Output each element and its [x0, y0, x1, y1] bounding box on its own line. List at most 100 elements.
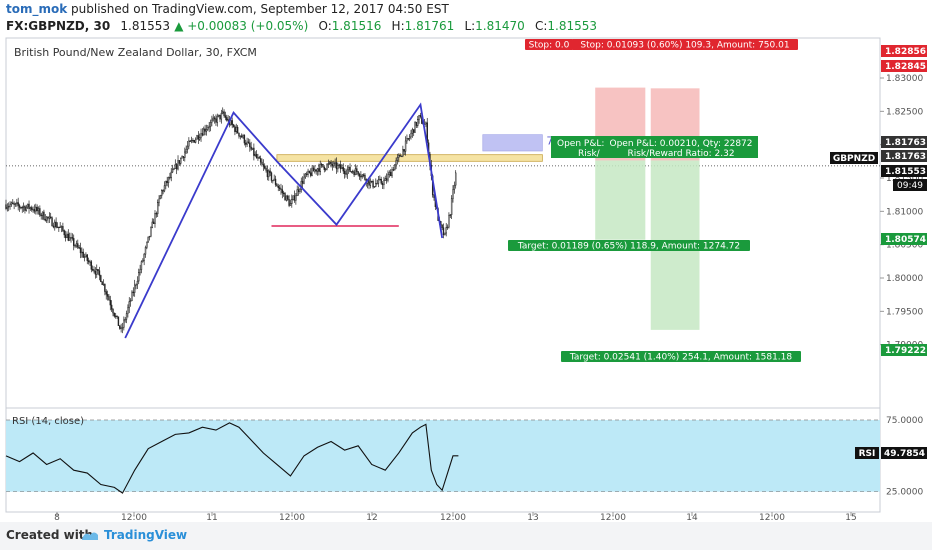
candle-body [22, 206, 25, 208]
candle-body [29, 207, 32, 209]
candle-body [70, 237, 72, 239]
price-label: 1.81763 [885, 138, 926, 148]
candle-body [5, 204, 7, 209]
candle-body [108, 296, 110, 301]
x-tick-label: 12:00 [759, 513, 785, 522]
candle-body [120, 327, 122, 329]
candle-body [213, 117, 216, 120]
candle-body [152, 221, 155, 224]
last-price: 1.81553 [120, 19, 170, 33]
candle-body [329, 161, 331, 164]
candle-body [324, 168, 327, 171]
candle-body [201, 133, 204, 136]
candle-body [67, 233, 70, 241]
candle-body [319, 163, 321, 172]
candle-body [158, 198, 160, 203]
candle-body [413, 129, 415, 133]
candle-body [58, 226, 60, 229]
rsi-value: 49.7854 [884, 449, 925, 459]
candle-body [318, 168, 320, 172]
candle-body [411, 129, 414, 134]
candle-body [177, 160, 179, 170]
candle-body [239, 135, 242, 137]
candle-body [375, 183, 377, 187]
price-chart[interactable]: British Pound/New Zealand Dollar, 30, FX… [0, 0, 932, 522]
author-link[interactable]: tom_mok [6, 2, 68, 16]
candle-body [254, 153, 256, 156]
candle-body [47, 216, 49, 219]
x-tick-label: 12 [366, 513, 377, 522]
candle-body [446, 226, 449, 229]
candle-body [167, 176, 170, 183]
candle-body [117, 316, 120, 326]
candle-body [356, 168, 358, 172]
candle-body [17, 202, 19, 206]
candle-body [445, 227, 447, 234]
candle-body [277, 185, 279, 188]
candle-body [200, 133, 202, 138]
candle-body [77, 243, 79, 248]
pnl-box-2 [605, 136, 758, 158]
candle-body [125, 313, 128, 320]
candle-body [63, 230, 65, 236]
candle-body [299, 189, 301, 193]
candle-body [314, 169, 316, 172]
candle-body [78, 247, 80, 249]
candle-body [136, 280, 139, 286]
candle-body [376, 182, 378, 185]
candle-body [454, 172, 457, 186]
low-value: 1.81470 [475, 19, 525, 33]
candle-body [48, 216, 51, 219]
candle-body [173, 168, 175, 170]
price-labels: 1.82856 1.82845 1.81763 1.81763 1.81553 1.805… [830, 45, 927, 356]
candle-body [192, 139, 194, 142]
candle-body [178, 160, 181, 164]
candle-body [175, 164, 178, 170]
candle-body [406, 138, 408, 142]
harmonic-pattern [124, 102, 444, 339]
candle-body [59, 226, 61, 228]
candle-body [98, 270, 101, 276]
candle-body [139, 269, 141, 273]
price-label: 1.80574 [885, 235, 926, 245]
rsi-tag: RSI [859, 449, 876, 459]
candle-body [197, 135, 200, 140]
tradingview-brand[interactable]: TradingView [104, 528, 188, 542]
candle-body [222, 111, 224, 114]
x-tick-label: 12:00 [600, 513, 626, 522]
candle-body [196, 135, 198, 140]
tradingview-logo-icon [82, 532, 98, 540]
candle-body [182, 156, 185, 158]
target-label-2-bg [561, 351, 801, 362]
candle-body [269, 170, 271, 174]
candle-body [166, 180, 168, 183]
open-value: 1.81516 [331, 19, 382, 33]
candle-body [123, 319, 125, 328]
publish-header: tom_mok published on TradingView.com, Se… [6, 2, 449, 16]
stop-label-1: Stop: 0.0 [529, 41, 570, 51]
y-tick-label: 1.79500 [886, 307, 923, 317]
candle-body [157, 202, 159, 215]
candle-body [127, 307, 129, 314]
position-labels: Stop: 0.0 Stop: 0.01093 (0.60%) 109.3, Am… [508, 39, 801, 363]
candle-body [223, 111, 225, 116]
candle-body [331, 164, 334, 167]
candle-body [280, 188, 282, 190]
candle-body [343, 170, 346, 174]
risk-ratio-1: Risk/ [578, 149, 601, 159]
open-pnl-2: Open P&L: 0.00210, Qty: 22872 [610, 139, 753, 149]
candle-body [52, 225, 55, 228]
candle-body [102, 284, 105, 286]
candle-body [315, 169, 317, 172]
candle-body [236, 126, 239, 134]
price-axis: 1.830001.825001.820001.815001.810001.805… [880, 74, 923, 351]
time-axis: 8 12:00 11 12:00 12 12:00 13 12:00 14 12:00 15 [54, 512, 857, 522]
candle-body [106, 294, 109, 297]
candle-body [193, 140, 195, 143]
candle-body [308, 170, 311, 173]
candle-body [234, 126, 236, 132]
candle-body [101, 281, 103, 285]
rsi-value-bg [881, 447, 927, 459]
candle-body [143, 253, 145, 261]
candle-body [245, 142, 247, 145]
